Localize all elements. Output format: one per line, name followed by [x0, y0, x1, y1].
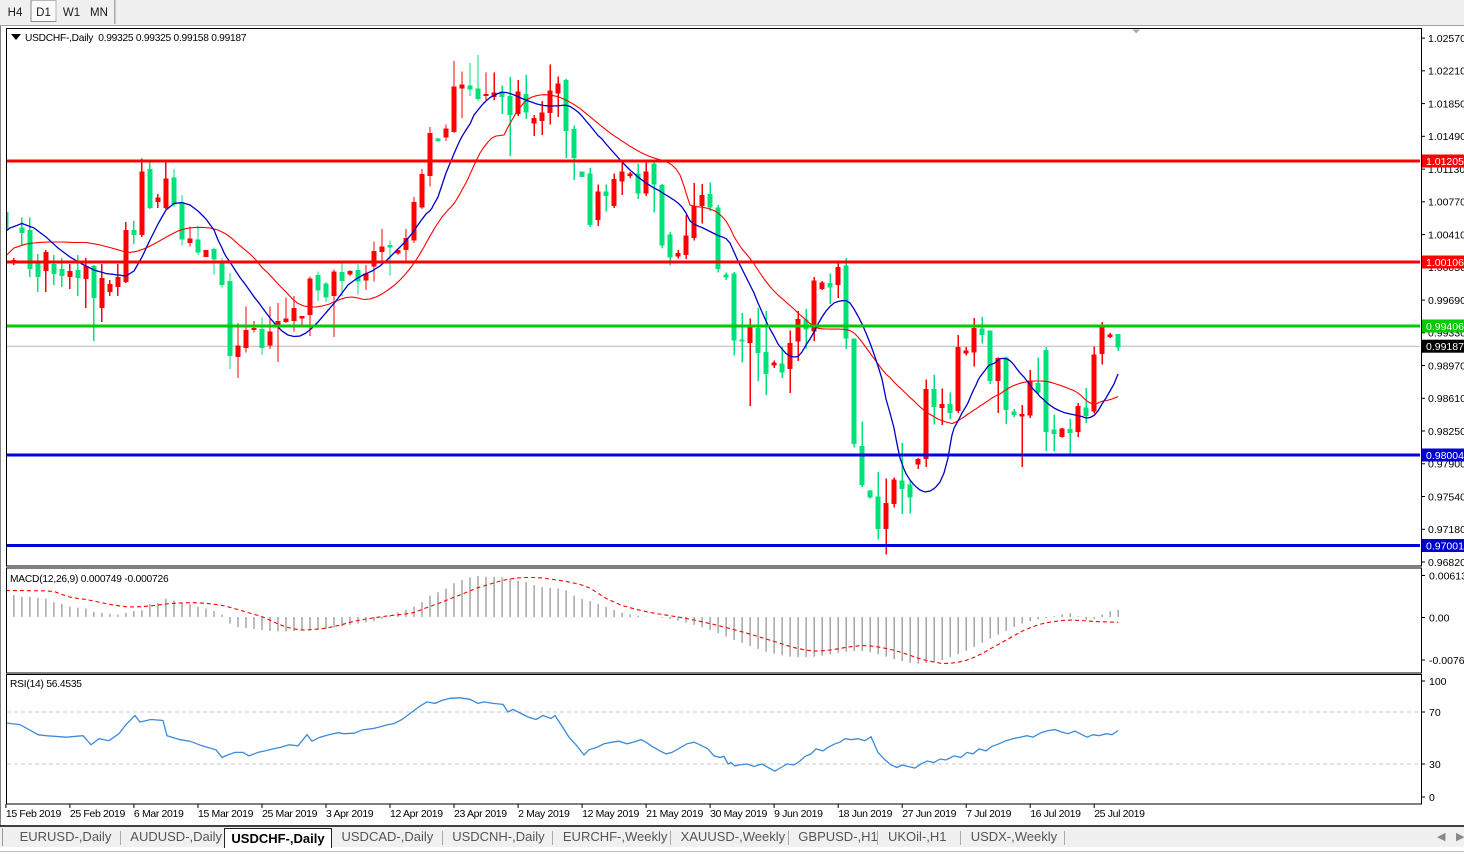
svg-text:2 May 2019: 2 May 2019 — [518, 808, 570, 820]
svg-text:16 Jul 2019: 16 Jul 2019 — [1030, 808, 1081, 820]
svg-text:30 May 2019: 30 May 2019 — [710, 808, 767, 820]
svg-text:0.97180: 0.97180 — [1428, 524, 1464, 536]
svg-text:7 Jul 2019: 7 Jul 2019 — [966, 808, 1011, 820]
svg-text:1.00410: 1.00410 — [1428, 229, 1464, 241]
svg-text:0.99690: 0.99690 — [1428, 295, 1464, 307]
svg-text:0: 0 — [1429, 792, 1435, 804]
svg-text:0.96820: 0.96820 — [1428, 557, 1464, 569]
svg-text:23 Apr 2019: 23 Apr 2019 — [454, 808, 507, 820]
svg-text:-0.0076125: -0.0076125 — [1429, 655, 1464, 667]
svg-text:1.02210: 1.02210 — [1428, 66, 1464, 78]
svg-text:21 May 2019: 21 May 2019 — [646, 808, 703, 820]
svg-text:W1: W1 — [63, 7, 80, 19]
svg-text:0.00613: 0.00613 — [1429, 571, 1464, 583]
svg-text:1.00770: 1.00770 — [1428, 197, 1464, 209]
svg-text:70: 70 — [1429, 707, 1441, 719]
svg-text:0.00: 0.00 — [1429, 613, 1450, 625]
svg-text:0.98610: 0.98610 — [1428, 393, 1464, 405]
svg-text:15 Feb 2019: 15 Feb 2019 — [6, 808, 62, 820]
svg-text:25 Jul 2019: 25 Jul 2019 — [1094, 808, 1145, 820]
svg-text:12 May 2019: 12 May 2019 — [582, 808, 639, 820]
svg-text:0.99406: 0.99406 — [1426, 321, 1464, 333]
svg-text:25 Feb 2019: 25 Feb 2019 — [70, 808, 126, 820]
svg-text:1.01205: 1.01205 — [1426, 156, 1464, 168]
svg-text:0.97900: 0.97900 — [1428, 459, 1464, 471]
svg-text:MN: MN — [90, 7, 108, 19]
svg-text:3 Apr 2019: 3 Apr 2019 — [326, 808, 374, 820]
svg-text:D1: D1 — [36, 7, 51, 19]
svg-text:0.98250: 0.98250 — [1428, 426, 1464, 438]
svg-text:30: 30 — [1429, 759, 1441, 771]
svg-text:1.02570: 1.02570 — [1428, 33, 1464, 45]
svg-text:1.00106: 1.00106 — [1426, 257, 1464, 269]
svg-text:H4: H4 — [8, 7, 23, 19]
svg-text:25 Mar 2019: 25 Mar 2019 — [262, 808, 318, 820]
svg-text:RSI(14) 56.4535: RSI(14) 56.4535 — [10, 679, 82, 690]
svg-text:1.01490: 1.01490 — [1428, 131, 1464, 143]
svg-text:0.98970: 0.98970 — [1428, 360, 1464, 372]
svg-text:1.01850: 1.01850 — [1428, 98, 1464, 110]
svg-text:0.98004: 0.98004 — [1426, 450, 1464, 462]
svg-text:100: 100 — [1429, 676, 1447, 688]
svg-text:USDCHF-,Daily 0.99325 0.99325: USDCHF-,Daily 0.99325 0.99325 0.99158 0.… — [25, 33, 247, 44]
svg-text:18 Jun 2019: 18 Jun 2019 — [838, 808, 892, 820]
svg-text:15 Mar 2019: 15 Mar 2019 — [198, 808, 254, 820]
svg-text:0.99187: 0.99187 — [1426, 341, 1464, 353]
svg-text:MACD(12,26,9) 0.000749 -0.0007: MACD(12,26,9) 0.000749 -0.000726 — [10, 574, 169, 585]
svg-text:12 Apr 2019: 12 Apr 2019 — [390, 808, 443, 820]
svg-text:0.97540: 0.97540 — [1428, 491, 1464, 503]
svg-text:0.97001: 0.97001 — [1426, 540, 1464, 552]
svg-text:6 Mar 2019: 6 Mar 2019 — [134, 808, 184, 820]
svg-text:9 Jun 2019: 9 Jun 2019 — [774, 808, 823, 820]
svg-text:27 Jun 2019: 27 Jun 2019 — [902, 808, 956, 820]
